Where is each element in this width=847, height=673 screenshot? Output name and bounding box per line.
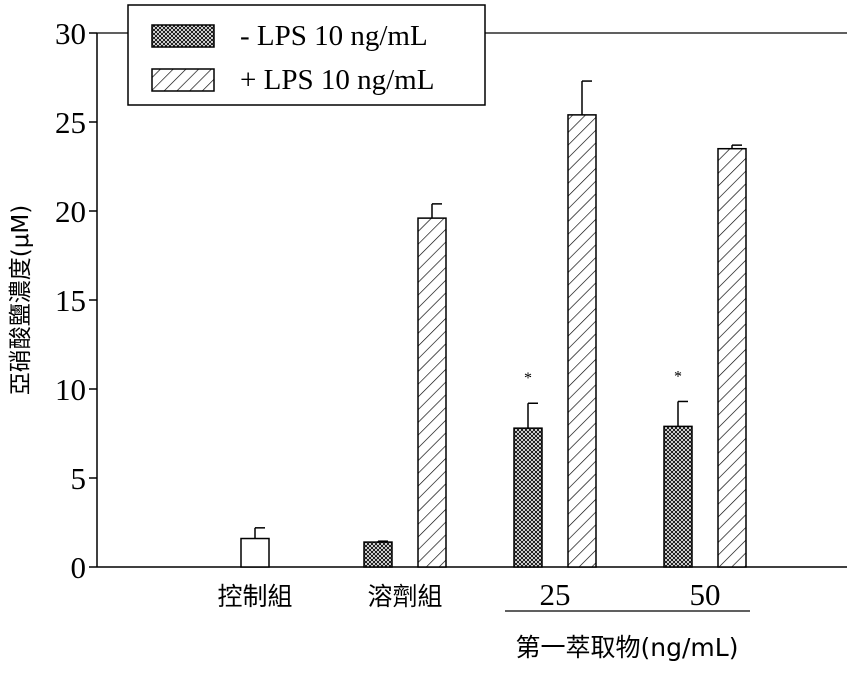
x-axis-label: 第一萃取物(ng/mL) bbox=[516, 633, 739, 662]
legend-label-plus-lps: + LPS 10 ng/mL bbox=[240, 64, 434, 96]
significance-label: * bbox=[674, 368, 682, 385]
y-tick-label: 5 bbox=[71, 461, 87, 496]
bar bbox=[567, 114, 597, 568]
y-tick-label: 25 bbox=[55, 105, 86, 140]
bar bbox=[417, 217, 447, 568]
legend-swatch-plus-lps bbox=[151, 68, 215, 92]
y-tick-label: 10 bbox=[55, 372, 86, 407]
bar bbox=[240, 537, 270, 568]
legend-swatch-minus-lps bbox=[151, 24, 215, 48]
x-tick-label: 50 bbox=[690, 577, 721, 612]
y-tick-label: 0 bbox=[71, 550, 87, 585]
y-tick-label: 30 bbox=[55, 16, 86, 51]
x-tick-label: 溶劑組 bbox=[367, 582, 442, 611]
legend: - LPS 10 ng/mL + LPS 10 ng/mL bbox=[127, 4, 486, 106]
y-axis-label: 亞硝酸鹽濃度(μM) bbox=[8, 205, 34, 395]
bar bbox=[717, 147, 747, 568]
bars: * * bbox=[240, 80, 747, 568]
significance-label: * bbox=[524, 370, 532, 387]
x-tick-labels: 控制組 溶劑組 25 50 bbox=[217, 577, 720, 612]
bar bbox=[663, 425, 693, 568]
bar bbox=[363, 541, 393, 568]
x-tick-label: 控制組 bbox=[217, 582, 292, 611]
bar bbox=[513, 427, 543, 568]
x-tick-label: 25 bbox=[540, 577, 571, 612]
y-ticks: 0 5 10 15 20 25 30 bbox=[55, 16, 97, 585]
y-tick-label: 20 bbox=[55, 194, 86, 229]
legend-label-minus-lps: - LPS 10 ng/mL bbox=[240, 20, 428, 52]
y-tick-label: 15 bbox=[55, 283, 86, 318]
